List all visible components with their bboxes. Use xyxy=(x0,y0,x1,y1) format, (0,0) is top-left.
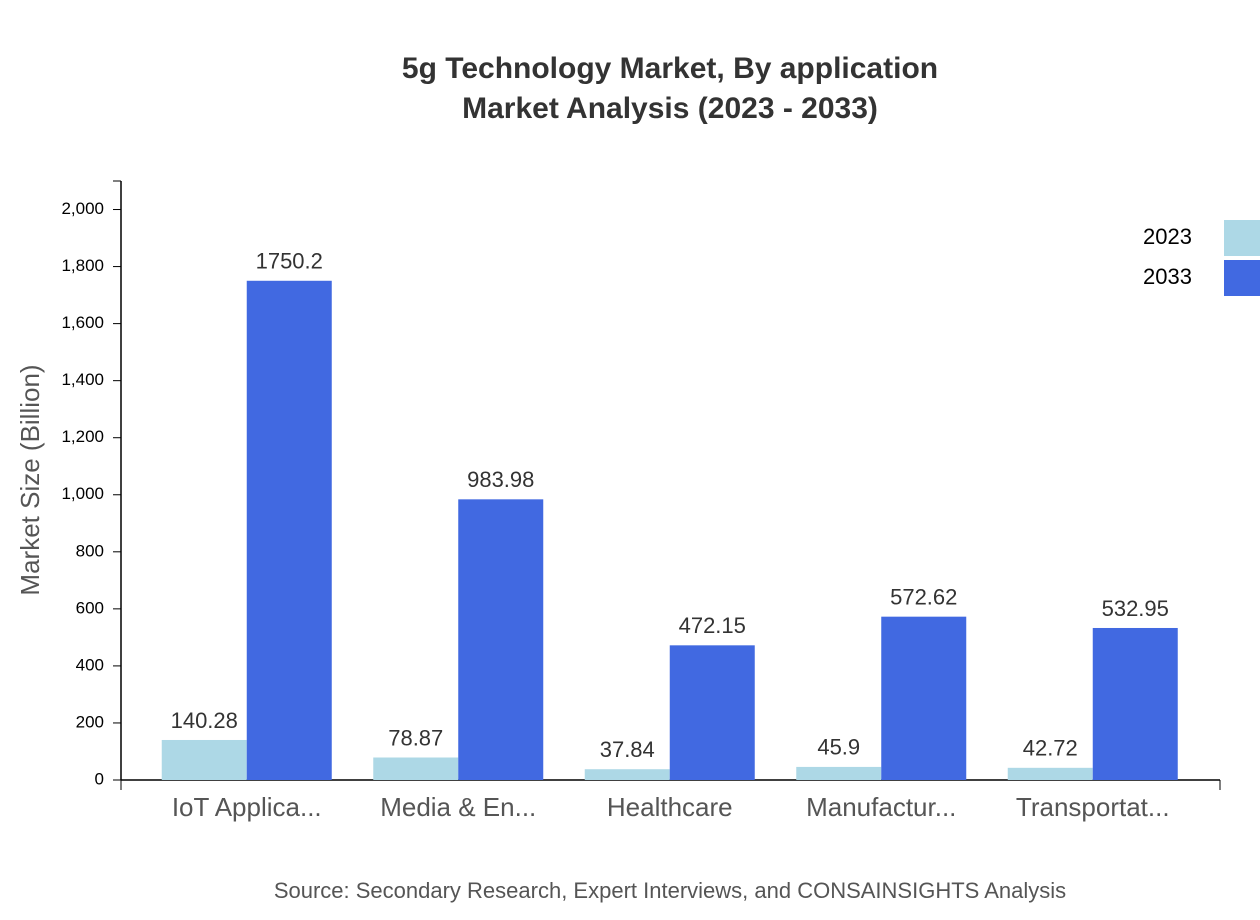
value-label: 472.15 xyxy=(679,613,746,638)
bar xyxy=(246,280,332,780)
x-tick-label: IoT Applica... xyxy=(172,792,322,822)
legend-label: 2023 xyxy=(1143,224,1192,249)
value-label: 42.72 xyxy=(1023,736,1078,761)
y-tick-label: 2,000 xyxy=(61,199,104,218)
value-label: 572.62 xyxy=(890,584,957,609)
value-label: 37.84 xyxy=(600,737,655,762)
x-tick-label: Transportat... xyxy=(1016,792,1170,822)
y-tick-label: 1,800 xyxy=(61,256,104,275)
y-tick-label: 1,000 xyxy=(61,484,104,503)
x-tick-label: Manufactur... xyxy=(806,792,956,822)
bar xyxy=(584,769,670,780)
value-label: 45.9 xyxy=(817,735,860,760)
y-tick-label: 800 xyxy=(76,541,104,560)
legend-swatch xyxy=(1224,260,1260,296)
y-tick-label: 1,400 xyxy=(61,370,104,389)
value-label: 140.28 xyxy=(171,708,238,733)
x-tick-label: Media & En... xyxy=(380,792,536,822)
legend-swatch xyxy=(1224,220,1260,256)
value-label: 532.95 xyxy=(1102,596,1169,621)
y-tick-label: 1,200 xyxy=(61,427,104,446)
legend-label: 2033 xyxy=(1143,264,1192,289)
value-label: 78.87 xyxy=(388,725,443,750)
bar xyxy=(796,766,882,780)
value-label: 983.98 xyxy=(467,467,534,492)
chart-subtitle: Market Analysis (2023 - 2033) xyxy=(462,92,878,125)
y-tick-label: 400 xyxy=(76,655,104,674)
bar xyxy=(373,757,459,780)
bar xyxy=(1092,627,1178,780)
chart-title: 5g Technology Market, By application xyxy=(402,52,938,85)
value-label: 1750.2 xyxy=(256,249,323,274)
bar xyxy=(458,499,544,780)
y-tick-label: 1,600 xyxy=(61,313,104,332)
bar xyxy=(1007,767,1093,780)
y-axis-label: Market Size (Billion) xyxy=(15,364,45,595)
bar xyxy=(161,739,247,780)
bar xyxy=(881,616,967,780)
y-tick-label: 600 xyxy=(76,598,104,617)
y-tick-label: 0 xyxy=(95,769,104,788)
source-note: Source: Secondary Research, Expert Inter… xyxy=(274,878,1066,903)
bar xyxy=(669,645,755,780)
y-tick-label: 200 xyxy=(76,712,104,731)
x-tick-label: Healthcare xyxy=(607,792,733,822)
